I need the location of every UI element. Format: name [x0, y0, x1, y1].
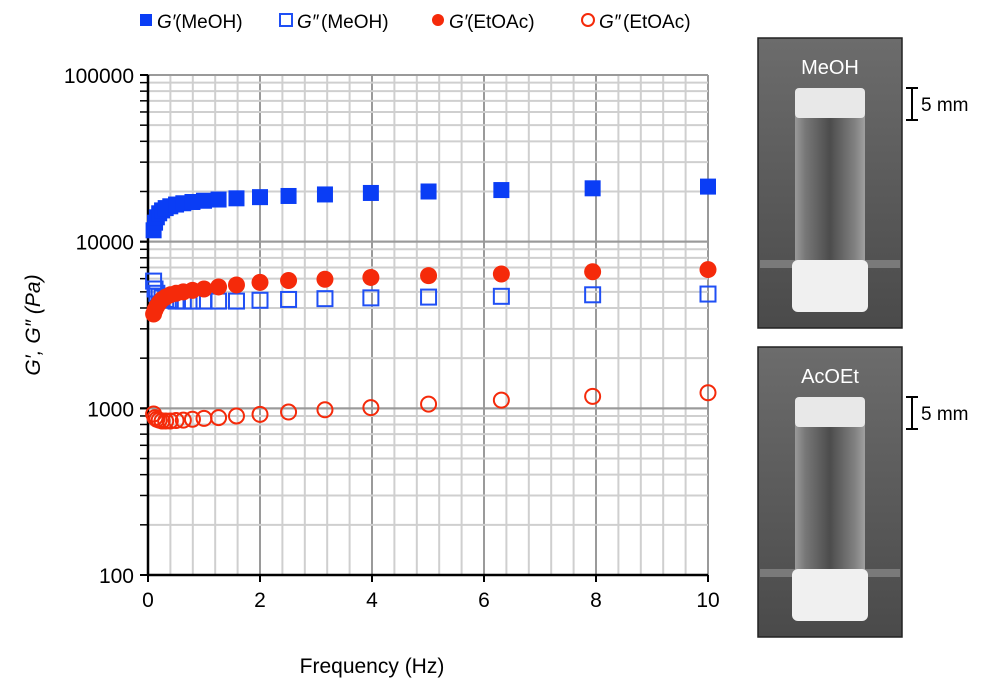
photo-panels: MeOH 5 mm AcOEt 5 mm	[757, 37, 969, 638]
scale-bar-icon	[906, 87, 918, 121]
data-point	[210, 292, 228, 310]
x-tick-label: 4	[366, 589, 378, 612]
data-point	[581, 13, 595, 27]
x-tick-label: 2	[254, 589, 266, 612]
legend-symbol: G″	[297, 12, 320, 33]
data-point	[140, 14, 152, 26]
data-point	[210, 409, 228, 427]
photo-panel-0: MeOH 5 mm	[757, 37, 969, 329]
data-point	[227, 407, 245, 425]
y-axis-label: G′, G″ (Pa)	[22, 274, 45, 375]
data-point	[227, 292, 245, 310]
data-point	[316, 270, 334, 288]
data-point	[699, 261, 717, 279]
legend-symbol: G′	[449, 12, 469, 33]
x-tick-label: 10	[696, 589, 719, 612]
legend-item: G′ (EtOAc)	[432, 12, 535, 33]
y-tick-label: 100	[99, 565, 134, 588]
data-point	[316, 290, 334, 308]
data-point	[195, 409, 213, 427]
data-point	[210, 191, 227, 208]
axes: 0 2 4 6 8 10 100 1000 10000 100000	[64, 65, 720, 612]
data-point	[699, 285, 717, 303]
data-point	[493, 182, 510, 199]
data-point	[362, 289, 380, 307]
data-point	[316, 401, 334, 419]
vial-cap	[792, 569, 868, 621]
scale-bar-icon	[906, 396, 918, 430]
data-point	[492, 287, 510, 305]
data-point	[699, 384, 717, 402]
data-point	[227, 276, 245, 294]
data-point	[362, 268, 380, 286]
data-point	[362, 399, 380, 417]
data-point	[584, 180, 601, 197]
photo-label: MeOH	[801, 57, 859, 79]
legend-item: G′ (MeOH)	[140, 12, 243, 33]
data-points	[145, 178, 717, 430]
data-point	[280, 403, 298, 421]
legend-item: G″ (MeOH)	[279, 12, 389, 33]
data-point	[362, 184, 379, 201]
data-point	[316, 186, 333, 203]
data-point	[251, 273, 269, 291]
legend-label: (EtOAc)	[467, 12, 535, 33]
vial-body	[795, 113, 865, 273]
data-point	[420, 267, 438, 285]
data-point	[183, 410, 201, 428]
data-point	[420, 288, 438, 306]
series-3	[145, 384, 717, 430]
legend-label: (EtOAc)	[623, 12, 691, 33]
data-point	[196, 192, 212, 209]
y-tick-label: 1000	[87, 398, 134, 421]
data-point	[700, 178, 716, 195]
x-tick-label: 0	[142, 589, 154, 612]
grid	[148, 74, 709, 576]
x-axis-label: Frequency (Hz)	[300, 655, 445, 678]
y-tick-label: 10000	[76, 232, 134, 255]
scale-bar-label: 5 mm	[921, 404, 969, 425]
legend-symbol: G″	[599, 12, 622, 33]
vial-cap	[792, 260, 868, 312]
data-point	[279, 13, 293, 27]
series-0	[145, 178, 716, 239]
data-point	[161, 412, 179, 430]
data-point	[157, 412, 175, 430]
photo-label: AcOEt	[801, 366, 859, 388]
data-point	[174, 411, 192, 429]
data-point	[584, 263, 602, 281]
data-point	[195, 280, 213, 298]
data-point	[280, 187, 297, 204]
data-point	[584, 286, 602, 304]
data-point	[280, 290, 298, 308]
legend-label: (MeOH)	[321, 12, 389, 33]
data-point	[280, 271, 298, 289]
photo-panel-1: AcOEt 5 mm	[757, 346, 969, 638]
x-tick-label: 6	[478, 589, 490, 612]
data-point	[420, 183, 437, 200]
legend-symbol: G′	[157, 12, 177, 33]
vial-gel-top	[795, 397, 865, 427]
vial-gel-top	[795, 88, 865, 118]
data-point	[492, 265, 510, 283]
data-point	[584, 387, 602, 405]
legend-item: G″ (EtOAc)	[581, 12, 691, 33]
data-point	[252, 189, 268, 206]
legend: G′ (MeOH) G″ (MeOH) G′ (EtOAc) G″ (EtOAc)	[140, 12, 691, 33]
data-point	[167, 412, 185, 430]
data-point	[420, 395, 438, 413]
data-point	[432, 14, 444, 26]
data-point	[228, 190, 245, 207]
vial-body	[795, 422, 865, 582]
legend-label: (MeOH)	[175, 12, 243, 33]
data-point	[251, 405, 269, 423]
scale-bar-label: 5 mm	[921, 95, 969, 116]
y-tick-label: 100000	[64, 65, 134, 88]
data-point	[251, 291, 269, 309]
x-tick-label: 8	[590, 589, 602, 612]
series-2	[145, 261, 717, 323]
data-point	[492, 391, 510, 409]
data-point	[210, 278, 228, 296]
